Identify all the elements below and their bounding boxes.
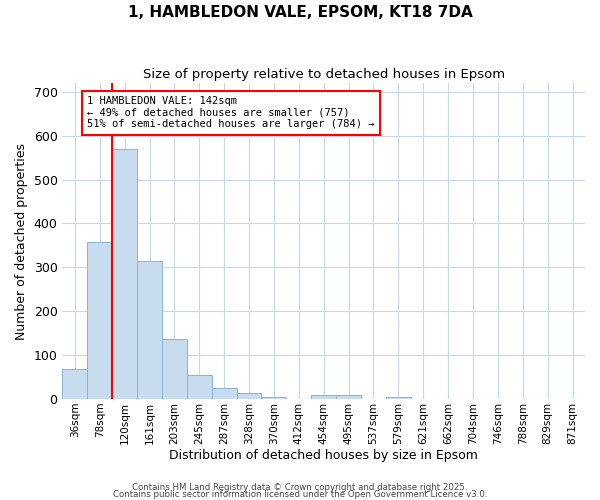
Bar [137, 261, 162, 399]
Bar [236, 394, 262, 399]
Bar [262, 397, 286, 399]
Text: Contains public sector information licensed under the Open Government Licence v3: Contains public sector information licen… [113, 490, 487, 499]
Bar [62, 369, 88, 399]
Y-axis label: Number of detached properties: Number of detached properties [15, 142, 28, 340]
Text: Contains HM Land Registry data © Crown copyright and database right 2025.: Contains HM Land Registry data © Crown c… [132, 484, 468, 492]
Bar [386, 398, 411, 399]
Bar [187, 375, 212, 399]
Bar [311, 395, 336, 399]
Text: 1 HAMBLEDON VALE: 142sqm
← 49% of detached houses are smaller (757)
51% of semi-: 1 HAMBLEDON VALE: 142sqm ← 49% of detach… [88, 96, 375, 130]
Bar [88, 242, 112, 399]
Title: Size of property relative to detached houses in Epsom: Size of property relative to detached ho… [143, 68, 505, 80]
X-axis label: Distribution of detached houses by size in Epsom: Distribution of detached houses by size … [169, 450, 478, 462]
Bar [336, 395, 361, 399]
Bar [212, 388, 236, 399]
Bar [112, 149, 137, 399]
Text: 1, HAMBLEDON VALE, EPSOM, KT18 7DA: 1, HAMBLEDON VALE, EPSOM, KT18 7DA [128, 5, 472, 20]
Bar [162, 340, 187, 399]
